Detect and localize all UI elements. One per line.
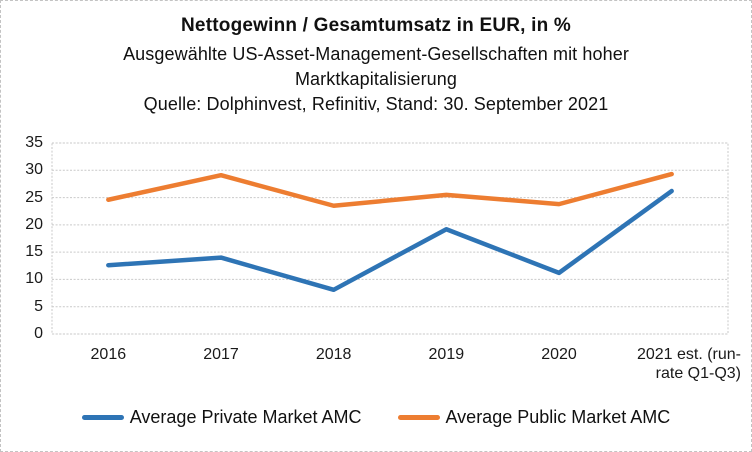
plot-border <box>51 142 729 335</box>
y-tick-label-10: 10 <box>25 270 43 288</box>
y-tick-label-0: 0 <box>34 325 43 342</box>
legend-label: Average Private Market AMC <box>129 407 362 427</box>
x-tick-label-1: 2017 <box>203 346 239 363</box>
y-tick-label-30: 30 <box>25 161 43 179</box>
y-tick-label-25: 25 <box>25 188 43 206</box>
series-line-public <box>106 171 674 209</box>
y-tick-label-20: 20 <box>25 215 43 233</box>
chart-source-line: Quelle: Dolphinvest, Refinitiv, Stand: 3… <box>143 94 609 114</box>
series-line-private <box>106 188 674 293</box>
y-tick-label-35: 35 <box>25 134 43 151</box>
x-tick-label-4: 2020 <box>541 346 577 363</box>
chart-subtitle-line1: Ausgewählte US-Asset-Management-Gesellsc… <box>123 44 629 64</box>
chart-title: Nettogewinn / Gesamtumsatz in EUR, in % <box>181 15 571 36</box>
legend-swatch-icon <box>81 415 124 420</box>
legend-item-private: Average Private Market AMC <box>81 407 362 428</box>
legend-swatch-icon <box>397 415 440 420</box>
y-tick-label-5: 5 <box>34 297 43 315</box>
x-tick-label-3: 2019 <box>428 346 465 363</box>
y-tick-label-15: 15 <box>25 243 43 261</box>
x-tick-label-2: 2018 <box>315 346 352 363</box>
chart-legend: Average Private Market AMC Average Public… <box>1 407 751 428</box>
chart-subtitle-line2: Marktkapitalisierung <box>294 69 458 89</box>
legend-item-public: Average Public Market AMC <box>397 407 671 428</box>
x-tick-label-0: 2016 <box>90 346 127 363</box>
legend-label: Average Public Market AMC <box>445 407 671 427</box>
chart-header: Nettogewinn / Gesamtumsatz in EUR, in % … <box>1 15 751 117</box>
x-tick-label-5: 2021 est. (run-rate Q1-Q3) <box>636 346 741 382</box>
